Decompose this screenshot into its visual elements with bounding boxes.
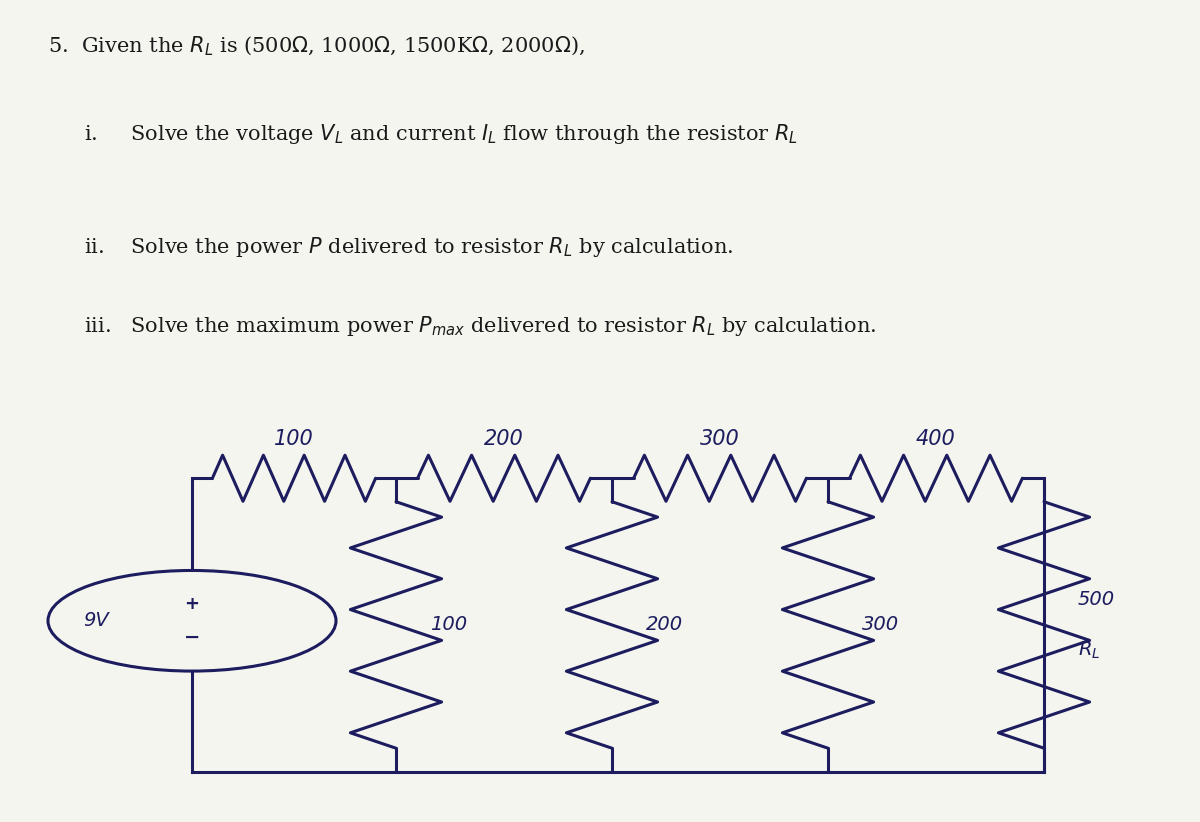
- Text: 500: 500: [1078, 590, 1115, 609]
- Text: 100: 100: [430, 616, 467, 635]
- Text: i.     Solve the voltage $V_L$ and current $I_L$ flow through the resistor $R_L$: i. Solve the voltage $V_L$ and current $…: [84, 122, 798, 146]
- Text: 200: 200: [484, 429, 524, 449]
- Text: 200: 200: [646, 616, 683, 635]
- Text: iii.   Solve the maximum power $P_{max}$ delivered to resistor $R_L$ by calculat: iii. Solve the maximum power $P_{max}$ d…: [84, 314, 876, 338]
- Text: 300: 300: [700, 429, 740, 449]
- Text: $R_L$: $R_L$: [1078, 640, 1100, 661]
- Text: 300: 300: [862, 616, 899, 635]
- Text: 400: 400: [916, 429, 956, 449]
- Text: 100: 100: [274, 429, 314, 449]
- Text: +: +: [185, 595, 199, 613]
- Text: ii.    Solve the power $P$ delivered to resistor $R_L$ by calculation.: ii. Solve the power $P$ delivered to res…: [84, 235, 733, 259]
- Text: 9V: 9V: [83, 612, 109, 630]
- Text: −: −: [184, 628, 200, 647]
- Text: 5.  Given the $R_L$ is (500$\Omega$, 1000$\Omega$, 1500K$\Omega$, 2000$\Omega$),: 5. Given the $R_L$ is (500$\Omega$, 1000…: [48, 35, 584, 58]
